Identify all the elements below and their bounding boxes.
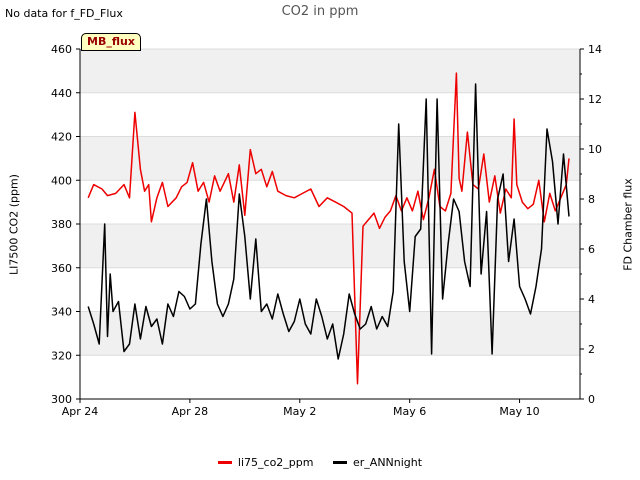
y-left-tick-label: 300 (51, 393, 72, 406)
y-left-tick-label: 420 (51, 131, 72, 144)
y-right-tick-label: 0 (588, 393, 595, 406)
y-left-tick-label: 340 (51, 306, 72, 319)
grid-band (80, 49, 580, 93)
y-left-tick-label: 400 (51, 174, 72, 187)
legend-swatch-ann (333, 461, 347, 464)
legend: li75_co2_ppm er_ANNnight (0, 454, 640, 469)
x-tick-label: May 10 (499, 405, 539, 418)
grid-band (80, 136, 580, 181)
y-left-tick-label: 460 (51, 43, 72, 56)
legend-label-ann: er_ANNnight (353, 456, 423, 469)
y-right-tick-label: 4 (588, 293, 595, 306)
x-tick-label: May 2 (283, 405, 316, 418)
y-left-tick-label: 320 (51, 349, 72, 362)
x-tick-label: May 6 (393, 405, 426, 418)
legend-item-ann: er_ANNnight (333, 456, 422, 469)
x-tick-label: Apr 24 (62, 405, 99, 418)
legend-swatch-co2 (217, 461, 232, 464)
y-right-tick-label: 10 (588, 143, 602, 156)
grid-band (80, 224, 580, 268)
y-right-tick-label: 12 (588, 93, 602, 106)
chart-title: CO2 in ppm (281, 4, 359, 19)
legend-item-co2: li75_co2_ppm (217, 456, 314, 469)
y-left-tick-label: 440 (51, 87, 72, 100)
y-left-tick-label: 360 (51, 262, 72, 275)
series-line-co2 (87, 72, 570, 385)
x-tick-label: Apr 28 (172, 405, 209, 418)
y-right-tick-label: 14 (588, 43, 602, 56)
y-left-tick-label: 380 (51, 218, 72, 231)
y-right-tick-label: 6 (588, 243, 595, 256)
legend-label-co2: li75_co2_ppm (237, 456, 314, 469)
y-right-tick-label: 8 (588, 193, 595, 206)
y-right-tick-label: 2 (588, 343, 595, 356)
mb-flux-badge: MB_flux (81, 33, 141, 51)
series-line-ann (87, 83, 570, 360)
no-data-message: No data for f_FD_Flux (5, 7, 123, 20)
